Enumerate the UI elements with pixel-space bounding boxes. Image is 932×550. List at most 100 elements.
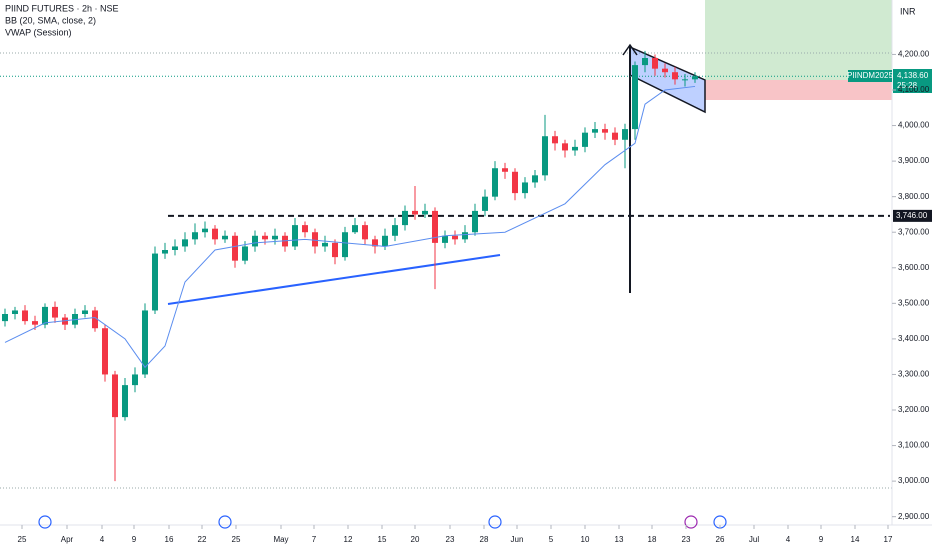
plot-area xyxy=(0,50,892,482)
candle-body xyxy=(532,175,538,183)
candle-body xyxy=(582,132,588,147)
indicator-label: VWAP (Session) xyxy=(5,27,72,37)
y-tick-label: 3,000.00 xyxy=(898,476,930,485)
x-tick-label: 23 xyxy=(446,535,455,544)
candle-body xyxy=(372,239,378,247)
last-price-label: 4,138.60 xyxy=(897,71,929,80)
y-tick-label: 2,900.00 xyxy=(898,512,930,521)
candle-body xyxy=(142,310,148,375)
x-tick-label: 14 xyxy=(851,535,860,544)
candle-body xyxy=(402,210,408,226)
x-tick-label: 9 xyxy=(819,535,824,544)
symbol-badge xyxy=(848,70,892,82)
x-tick-label: 20 xyxy=(411,535,420,544)
flag-arrow xyxy=(622,43,638,56)
x-tick-label: 5 xyxy=(549,535,554,544)
event-icon[interactable] xyxy=(684,515,698,529)
candle-body xyxy=(642,57,648,66)
candle-body xyxy=(342,232,348,258)
x-tick-label: 12 xyxy=(344,535,353,544)
candle-body xyxy=(302,225,308,233)
x-tick-label: 25 xyxy=(232,535,241,544)
candle-body xyxy=(552,136,558,144)
y-tick-label: 3,900.00 xyxy=(898,156,930,165)
loss-zone xyxy=(705,80,892,100)
candle-body xyxy=(42,306,48,325)
candle-body xyxy=(442,235,448,243)
x-tick-label: 18 xyxy=(648,535,657,544)
countdown: 25:28 xyxy=(897,81,918,90)
level-label: 3,746.00 xyxy=(896,211,928,220)
event-icon[interactable] xyxy=(38,515,52,529)
candle-body xyxy=(602,129,608,133)
candle-body xyxy=(572,146,578,151)
candle-body xyxy=(492,168,498,197)
profit-zone xyxy=(705,0,892,80)
y-tick-label: 3,300.00 xyxy=(898,370,930,379)
candle-body xyxy=(242,246,248,261)
candle-body xyxy=(202,228,208,233)
candle-body xyxy=(662,68,668,73)
x-tick-label: May xyxy=(273,535,288,544)
candle-body xyxy=(12,310,18,315)
candle-body xyxy=(682,79,688,81)
candle-body xyxy=(422,210,428,215)
candle-body xyxy=(362,225,368,240)
candle-body xyxy=(502,168,508,172)
candle-body xyxy=(562,143,568,151)
y-tick-label: 3,700.00 xyxy=(898,227,930,236)
currency-label: INR xyxy=(900,6,916,16)
candle-body xyxy=(312,232,318,247)
y-tick-label: 3,600.00 xyxy=(898,263,930,272)
candle-body xyxy=(452,235,458,240)
candle-body xyxy=(92,310,98,329)
y-tick-label: 3,100.00 xyxy=(898,441,930,450)
y-tick-label: 4,000.00 xyxy=(898,121,930,130)
candle-body xyxy=(472,210,478,233)
candle-body xyxy=(412,210,418,215)
candle-body xyxy=(232,235,238,261)
candle-body xyxy=(392,225,398,236)
candle-body xyxy=(462,232,468,240)
candle-body xyxy=(112,374,118,418)
candle-body xyxy=(632,65,638,130)
x-tick-label: 10 xyxy=(581,535,590,544)
x-tick-label: Jun xyxy=(511,535,524,544)
x-tick-label: 9 xyxy=(132,535,137,544)
y-tick-label: 4,100.00 xyxy=(898,85,930,94)
trend-line xyxy=(167,254,501,305)
candle-body xyxy=(592,129,598,133)
x-tick-label: 7 xyxy=(312,535,317,544)
chart-title: PIIND FUTURES · 2h · NSE xyxy=(5,3,119,13)
candle-body xyxy=(612,132,618,140)
symbol-badge-text: PIINDM2025 xyxy=(847,71,893,80)
x-tick-label: 4 xyxy=(100,535,105,544)
x-tick-label: 25 xyxy=(18,535,27,544)
candle-body xyxy=(622,129,628,140)
candle-body xyxy=(692,76,698,80)
y-tick-label: 3,500.00 xyxy=(898,298,930,307)
x-tick-label: 17 xyxy=(884,535,893,544)
candle-body xyxy=(512,171,518,194)
candle-body xyxy=(332,242,338,258)
y-tick-label: 3,800.00 xyxy=(898,192,930,201)
candle-body xyxy=(672,72,678,80)
candle-body xyxy=(482,196,488,211)
candle-body xyxy=(652,57,658,69)
y-tick-label: 3,200.00 xyxy=(898,405,930,414)
x-tick-label: Jul xyxy=(749,535,759,544)
candle-body xyxy=(182,239,188,247)
candle-body xyxy=(82,310,88,315)
event-icon[interactable] xyxy=(488,515,502,529)
x-tick-label: 16 xyxy=(165,535,174,544)
vwap-line xyxy=(4,85,696,369)
candle-body xyxy=(102,328,108,375)
candle-body xyxy=(32,321,38,325)
event-icon[interactable] xyxy=(218,515,232,529)
y-tick-label: 3,400.00 xyxy=(898,334,930,343)
candle-body xyxy=(52,306,58,318)
candle-body xyxy=(272,235,278,240)
candle-body xyxy=(222,235,228,240)
candle-body xyxy=(252,235,258,247)
